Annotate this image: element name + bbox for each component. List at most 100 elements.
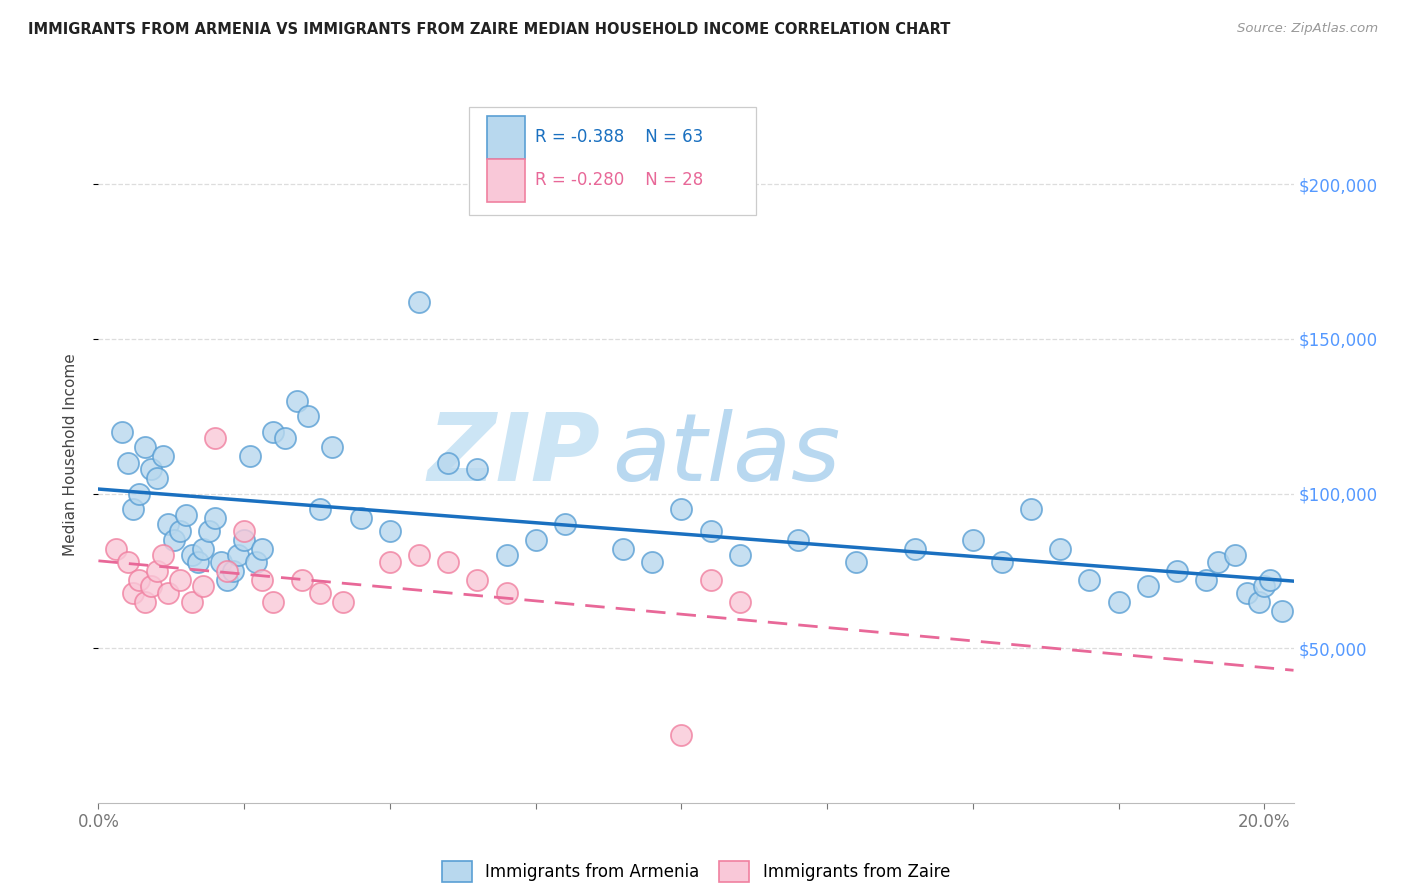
Point xyxy=(245,555,267,569)
Point xyxy=(699,573,721,587)
Point xyxy=(262,425,284,439)
Point xyxy=(117,456,139,470)
Text: atlas: atlas xyxy=(613,409,841,500)
Point xyxy=(728,549,751,563)
Point xyxy=(728,595,751,609)
Point xyxy=(378,524,401,538)
Point xyxy=(139,579,162,593)
Y-axis label: Median Household Income: Median Household Income xyxy=(63,353,77,557)
Point xyxy=(209,555,232,569)
Point xyxy=(408,549,430,563)
Point xyxy=(903,542,925,557)
Point xyxy=(641,555,664,569)
Point xyxy=(204,431,226,445)
Text: R = -0.280    N = 28: R = -0.280 N = 28 xyxy=(534,171,703,189)
Point xyxy=(467,462,489,476)
Point xyxy=(111,425,134,439)
Point xyxy=(1019,502,1042,516)
Point xyxy=(1049,542,1071,557)
Point xyxy=(122,585,145,599)
Point xyxy=(250,542,273,557)
Point xyxy=(671,728,693,742)
Point xyxy=(104,542,127,557)
Text: IMMIGRANTS FROM ARMENIA VS IMMIGRANTS FROM ZAIRE MEDIAN HOUSEHOLD INCOME CORRELA: IMMIGRANTS FROM ARMENIA VS IMMIGRANTS FR… xyxy=(28,22,950,37)
Point xyxy=(215,564,238,578)
Point xyxy=(1136,579,1159,593)
Point xyxy=(554,517,576,532)
Point xyxy=(991,555,1014,569)
Point xyxy=(297,409,319,424)
Point xyxy=(309,585,332,599)
Point xyxy=(1271,604,1294,618)
Point xyxy=(1258,573,1281,587)
Point xyxy=(134,440,156,454)
Point xyxy=(408,294,430,309)
Point xyxy=(309,502,332,516)
Point xyxy=(139,462,162,476)
Point xyxy=(134,595,156,609)
FancyBboxPatch shape xyxy=(486,116,524,159)
Point xyxy=(671,502,693,516)
Point xyxy=(163,533,186,547)
Point xyxy=(180,549,202,563)
Point xyxy=(962,533,984,547)
Point xyxy=(215,573,238,587)
Point xyxy=(1253,579,1275,593)
Point xyxy=(193,542,215,557)
FancyBboxPatch shape xyxy=(486,159,524,202)
Point xyxy=(128,486,150,500)
Point xyxy=(437,456,460,470)
FancyBboxPatch shape xyxy=(470,107,756,215)
Point xyxy=(332,595,354,609)
Point xyxy=(239,450,262,464)
Point xyxy=(228,549,250,563)
Point xyxy=(233,524,256,538)
Point xyxy=(612,542,634,557)
Point xyxy=(285,393,308,408)
Point xyxy=(152,549,174,563)
Point xyxy=(1206,555,1229,569)
Point xyxy=(122,502,145,516)
Point xyxy=(495,549,517,563)
Point xyxy=(495,585,517,599)
Point xyxy=(274,431,297,445)
Point xyxy=(157,585,180,599)
Point xyxy=(128,573,150,587)
Point xyxy=(467,573,489,587)
Point xyxy=(186,555,208,569)
Point xyxy=(437,555,460,569)
Point xyxy=(145,564,167,578)
Point xyxy=(169,524,191,538)
Point xyxy=(1236,585,1258,599)
Point xyxy=(145,471,167,485)
Point xyxy=(262,595,284,609)
Text: Source: ZipAtlas.com: Source: ZipAtlas.com xyxy=(1237,22,1378,36)
Point xyxy=(152,450,174,464)
Legend: Immigrants from Armenia, Immigrants from Zaire: Immigrants from Armenia, Immigrants from… xyxy=(436,855,956,888)
Point xyxy=(699,524,721,538)
Text: ZIP: ZIP xyxy=(427,409,600,501)
Point xyxy=(221,564,243,578)
Point xyxy=(378,555,401,569)
Point xyxy=(291,573,314,587)
Point xyxy=(1247,595,1270,609)
Point xyxy=(233,533,256,547)
Point xyxy=(180,595,202,609)
Point xyxy=(1078,573,1101,587)
Point xyxy=(157,517,180,532)
Point xyxy=(204,511,226,525)
Point xyxy=(169,573,191,587)
Point xyxy=(1108,595,1130,609)
Point xyxy=(787,533,810,547)
Point xyxy=(524,533,547,547)
Point xyxy=(321,440,343,454)
Point xyxy=(350,511,373,525)
Point xyxy=(174,508,197,523)
Point xyxy=(198,524,221,538)
Text: R = -0.388    N = 63: R = -0.388 N = 63 xyxy=(534,128,703,146)
Point xyxy=(1225,549,1247,563)
Point xyxy=(1166,564,1188,578)
Point xyxy=(250,573,273,587)
Point xyxy=(117,555,139,569)
Point xyxy=(845,555,868,569)
